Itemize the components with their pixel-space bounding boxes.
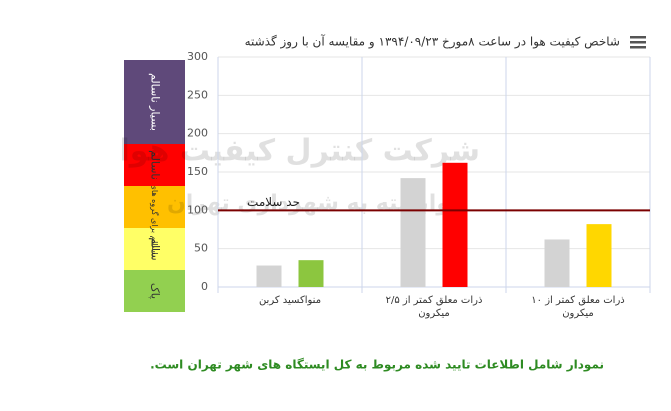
aqi-band: [124, 60, 185, 144]
bar: [586, 224, 612, 287]
y-tick-label: 50: [194, 242, 208, 255]
aqi-band: [124, 228, 185, 270]
bar: [442, 162, 468, 287]
x-tick-label: میکرون: [562, 308, 594, 319]
x-tick-label: ذرات معلق کمتر از ۱۰: [531, 295, 624, 306]
aqi-band: [124, 186, 185, 228]
x-tick-label: میکرون: [418, 308, 450, 319]
aqi-band-label: پاک: [149, 283, 162, 299]
y-tick-label: 200: [187, 127, 208, 140]
y-tick-label: 100: [187, 203, 208, 216]
menu-bar: [630, 41, 646, 44]
y-tick-label: 300: [187, 50, 208, 63]
aqi-band: [124, 144, 185, 186]
menu-bar: [630, 46, 646, 49]
aqi-band-label: ناسالم: [149, 150, 162, 180]
watermark: شرکت کنترل کیفیت هوا: [119, 134, 480, 169]
threshold-label: حد سلامت: [247, 195, 300, 209]
aqi-band-label: سالم: [149, 237, 162, 260]
bar: [400, 178, 426, 287]
x-tick-label: منواکسید کربن: [259, 295, 321, 306]
y-tick-label: 150: [187, 165, 208, 178]
y-tick-label: 0: [201, 280, 208, 293]
y-tick-label: 250: [187, 88, 208, 101]
bar: [256, 265, 282, 287]
menu-icon[interactable]: [630, 36, 646, 49]
menu-bar: [630, 36, 646, 39]
bar: [298, 260, 324, 287]
chart-title: شاخص کیفیت هوا در ساعت ۸مورخ ۱۳۹۴/۰۹/۲۳ …: [245, 34, 620, 50]
aqi-band-label: بسیار ناسالم: [149, 73, 162, 131]
footnote: نمودار شامل اطلاعات تایید شده مربوط به ک…: [150, 358, 604, 373]
bar: [544, 239, 570, 287]
aqi-band-label: ناسالم برای گروه های حساس: [150, 157, 160, 257]
x-tick-label: ذرات معلق کمتر از ۲/۵: [386, 295, 483, 306]
aqi-band: [124, 270, 185, 312]
